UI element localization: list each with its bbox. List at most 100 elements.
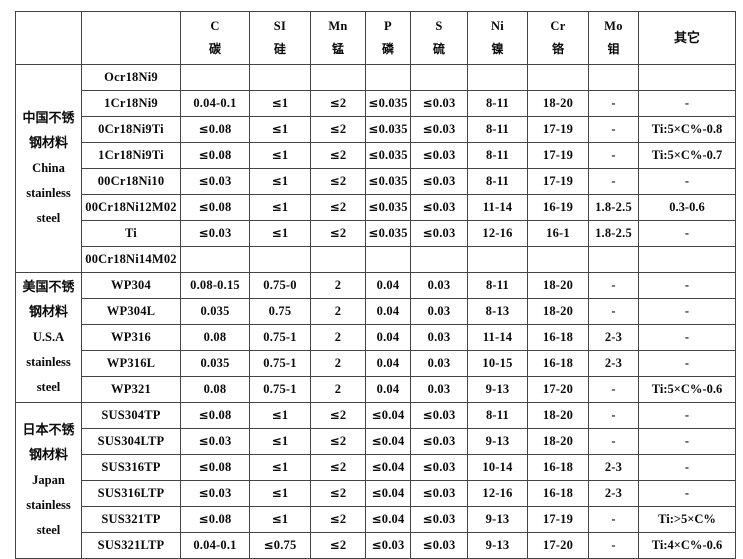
value-cell-mo xyxy=(588,246,639,273)
value-cell-mo: - xyxy=(588,142,639,169)
value-cell-si: 0.75-1 xyxy=(249,376,311,403)
less-equal-icon: ≤ xyxy=(329,148,340,162)
value-cell-mn: 2 xyxy=(310,324,366,351)
value-cell-p: ≤0.035 xyxy=(365,168,411,195)
value-cell-si: 0.75 xyxy=(249,298,311,325)
value-cell-mo: - xyxy=(588,90,639,117)
table-row: Ti ≤0.03 ≤1 ≤2 ≤0.035 ≤0.03 12-16 16-1 1.8-2.5- xyxy=(16,220,736,247)
value-cell-mo: - xyxy=(588,298,639,325)
value-cell-c: ≤0.03 xyxy=(180,480,250,507)
value-cell-si: 0.75-1 xyxy=(249,350,311,377)
value-cell-mo: - xyxy=(588,532,639,559)
less-equal-icon: ≤ xyxy=(422,512,433,526)
value-cell-other: - xyxy=(638,428,736,455)
value-cell-other: - xyxy=(638,480,736,507)
value-cell-mn: ≤2 xyxy=(310,142,366,169)
less-equal-icon: ≤ xyxy=(198,486,209,500)
header-symbol-cn: 铬 xyxy=(551,42,564,56)
value-cell-cr: 17-19 xyxy=(527,168,589,195)
value-cell-ni xyxy=(467,64,528,91)
value-cell-p: 0.04 xyxy=(365,376,411,403)
table-row: 0Cr18Ni9Ti ≤0.08 ≤1 ≤2 ≤0.035 ≤0.03 8-11 17-19-… xyxy=(16,116,736,143)
value-cell-si: 0.75-1 xyxy=(249,324,311,351)
value-cell-p: 0.04 xyxy=(365,350,411,377)
value-cell-si xyxy=(249,246,311,273)
value-cell-si: ≤1 xyxy=(249,116,311,143)
less-equal-icon: ≤ xyxy=(371,486,382,500)
less-equal-icon: ≤ xyxy=(422,486,433,500)
less-equal-icon: ≤ xyxy=(271,122,282,136)
value-cell-ni: 8-11 xyxy=(467,142,528,169)
table-row: SUS316LTP ≤0.03 ≤1 ≤2 ≤0.04 ≤0.03 12-16 16-18 2-… xyxy=(16,480,736,507)
value-cell-ni: 8-11 xyxy=(467,168,528,195)
value-cell-ni: 8-13 xyxy=(467,298,528,325)
value-cell-ni: 12-16 xyxy=(467,220,528,247)
grade-cell: Ti xyxy=(81,220,181,247)
value-cell-other: - xyxy=(638,298,736,325)
value-cell-other: - xyxy=(638,90,736,117)
value-cell-mn: ≤2 xyxy=(310,402,366,429)
header-cell-silicon-column: SI 硅 xyxy=(249,11,311,65)
value-cell-s: 0.03 xyxy=(410,324,468,351)
table-row: SUS316TP ≤0.08 ≤1 ≤2 ≤0.04 ≤0.03 10-14 16-18 2-3… xyxy=(16,454,736,481)
header-symbol-cn: 硫 xyxy=(432,42,445,56)
table-row: 日本不锈 钢材料 Japan stainless steel SUS304TP ≤0.08 ≤… xyxy=(15,402,736,559)
header-symbol: C xyxy=(210,19,220,33)
header-symbol: Mo xyxy=(604,19,623,33)
value-cell-si: ≤1 xyxy=(249,402,311,429)
table-row: WP316L 0.035 0.75-1 2 0.04 0.03 10-15 16-18 2-3- xyxy=(16,350,736,377)
region-line: China xyxy=(32,161,65,175)
value-cell-s: 0.03 xyxy=(410,298,468,325)
value-cell-si: ≤1 xyxy=(249,90,311,117)
region-label-cell: 日本不锈 钢材料 Japan stainless steel xyxy=(15,402,82,559)
value-cell-cr xyxy=(527,64,589,91)
less-equal-icon: ≤ xyxy=(422,226,433,240)
less-equal-icon: ≤ xyxy=(198,148,209,162)
less-equal-icon: ≤ xyxy=(329,512,340,526)
table-row: WP316 0.08 0.75-1 2 0.04 0.03 11-14 16-18 2-3- xyxy=(16,324,736,351)
value-cell-mn xyxy=(310,246,366,273)
table-row: 00Cr18Ni12M02 ≤0.08 ≤1 ≤2 ≤0.035 ≤0.03 11-14 16… xyxy=(16,194,736,221)
less-equal-icon: ≤ xyxy=(271,200,282,214)
value-cell-other: Ti:5×C%-0.6 xyxy=(638,376,736,403)
grade-cell: SUS316LTP xyxy=(81,480,181,507)
less-equal-icon: ≤ xyxy=(371,512,382,526)
value-cell-mo: - xyxy=(588,116,639,143)
region-lines: 美国不锈 钢材料 U.S.A stainless steel xyxy=(17,275,81,400)
value-cell-s: ≤0.03 xyxy=(410,220,468,247)
less-equal-icon: ≤ xyxy=(371,460,382,474)
less-equal-icon: ≤ xyxy=(329,486,340,500)
value-cell-cr: 16-18 xyxy=(527,350,589,377)
value-cell-s: ≤0.03 xyxy=(410,506,468,533)
value-cell-other: - xyxy=(638,350,736,377)
header-symbol-cn: 硅 xyxy=(273,42,286,56)
less-equal-icon: ≤ xyxy=(271,512,282,526)
less-equal-icon: ≤ xyxy=(422,434,433,448)
header-label: 其它 xyxy=(673,30,700,46)
value-cell-mn: 2 xyxy=(310,298,366,325)
value-cell-p: ≤0.04 xyxy=(365,402,411,429)
stainless-steel-spec-table: C 碳 SI 硅 Mn 锰 P 磷 S 硫 Ni 镍 Cr 铬 Mo 钼其它 中国不锈 钢材料 China stain… xyxy=(15,11,736,559)
less-equal-icon: ≤ xyxy=(422,200,433,214)
value-cell-si: ≤1 xyxy=(249,142,311,169)
less-equal-icon: ≤ xyxy=(368,148,379,162)
value-cell-other: - xyxy=(638,220,736,247)
region-line: 钢材料 xyxy=(28,305,68,320)
value-cell-mo: - xyxy=(588,376,639,403)
value-cell-ni: 8-11 xyxy=(467,272,528,299)
header-symbol: S xyxy=(435,19,443,33)
value-cell-mo: 2-3 xyxy=(588,480,639,507)
less-equal-icon: ≤ xyxy=(198,200,209,214)
header-cell-chromium-column: Cr 铬 xyxy=(527,11,589,65)
less-equal-icon: ≤ xyxy=(329,408,340,422)
header-symbol-cn: 磷 xyxy=(381,42,394,56)
value-cell-mn: ≤2 xyxy=(310,220,366,247)
grade-cell: WP321 xyxy=(81,376,181,403)
grade-cell: 0Cr18Ni9Ti xyxy=(81,116,181,143)
grade-cell: SUS304TP xyxy=(81,402,181,429)
value-cell-ni: 9-13 xyxy=(467,506,528,533)
less-equal-icon: ≤ xyxy=(271,486,282,500)
value-cell-si: ≤1 xyxy=(249,428,311,455)
grade-cell: WP316 xyxy=(81,324,181,351)
